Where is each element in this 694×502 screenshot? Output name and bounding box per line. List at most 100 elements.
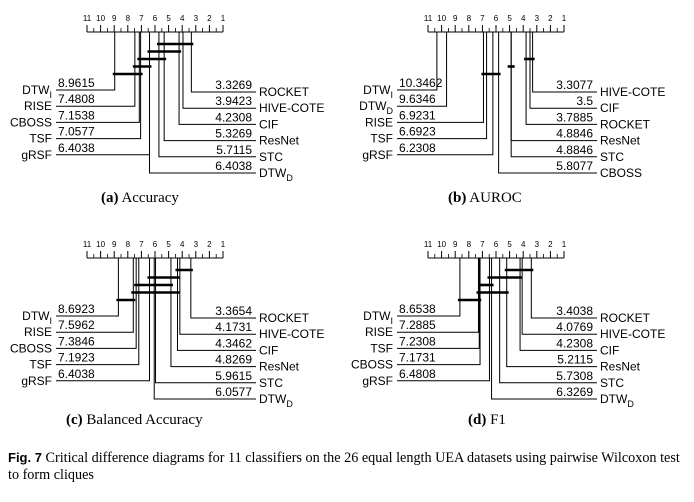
axis-tick-label: 7 <box>139 240 144 249</box>
rank-connector <box>397 32 484 123</box>
rank-value: 6.0577 <box>215 385 252 399</box>
rank-connector <box>56 258 137 349</box>
rank-connector <box>491 258 597 400</box>
axis-tick-label: 8 <box>126 14 131 23</box>
classifier-label: RISE <box>365 115 393 129</box>
classifier-label: DTWI <box>363 309 393 326</box>
rank-value: 3.3269 <box>215 78 252 92</box>
caption-b: (b) AUROC <box>448 190 522 207</box>
rank-connector <box>397 258 490 382</box>
figure-caption-text: Critical difference diagrams for 11 clas… <box>8 450 680 483</box>
rank-value: 6.4038 <box>215 159 252 173</box>
rank-value: 5.7115 <box>216 143 252 157</box>
rank-connector <box>397 258 479 333</box>
rank-value: 4.2308 <box>556 336 593 350</box>
caption-c-letter: (c) <box>66 412 83 428</box>
axis-tick-label: 2 <box>548 240 553 249</box>
caption-b-letter: (b) <box>448 190 467 206</box>
axis-tick-label: 6 <box>153 14 158 23</box>
classifier-label: gRSF <box>362 374 393 388</box>
rank-connector <box>56 258 119 317</box>
rank-value: 5.7308 <box>556 369 593 383</box>
axis-tick-label: 8 <box>467 240 472 249</box>
rank-value: 4.2308 <box>215 110 252 124</box>
rank-value: 9.6346 <box>399 92 436 106</box>
rank-value: 5.3269 <box>215 127 252 141</box>
rank-value: 3.4038 <box>556 304 593 318</box>
rank-value: 7.1731 <box>399 351 436 365</box>
classifier-label: TSF <box>29 358 52 372</box>
rank-connector <box>499 258 597 384</box>
caption-d: (d) F1 <box>468 412 506 429</box>
rank-value: 5.8077 <box>556 159 593 173</box>
axis-tick-label: 3 <box>535 240 540 249</box>
axis-tick-label: 4 <box>521 14 526 23</box>
axis-tick-label: 9 <box>453 240 458 249</box>
classifier-label: DTWD <box>600 392 634 409</box>
rank-connector <box>530 258 597 319</box>
caption-b-metric: AUROC <box>469 190 522 206</box>
rank-connector <box>498 32 597 174</box>
rank-value: 5.2115 <box>557 353 593 367</box>
classifier-label: STC <box>259 376 283 390</box>
classifier-label: ROCKET <box>600 311 651 325</box>
rank-connector <box>529 32 597 109</box>
axis-tick-label: 11 <box>83 14 92 23</box>
rank-value: 7.4808 <box>58 92 95 106</box>
axis-tick-label: 3 <box>194 14 199 23</box>
rank-value: 8.9615 <box>58 76 95 90</box>
axis-tick-label: 10 <box>96 240 105 249</box>
rank-value: 7.5962 <box>58 318 95 332</box>
rank-value: 3.3077 <box>556 78 593 92</box>
cd-panel-d: 11 10 9 8 7 6 5 4 3 2 1 DTWI 8.6538 RISE 7.2885 TSF 7.23… <box>351 240 665 409</box>
rank-value: 4.3462 <box>215 336 252 350</box>
axis-tick-label: 1 <box>221 240 226 249</box>
rank-connector <box>525 32 597 125</box>
caption-c-metric: Balanced Accuracy <box>86 412 203 428</box>
classifier-label: ResNet <box>259 360 300 374</box>
rank-value: 4.0769 <box>556 320 593 334</box>
rank-connector <box>178 32 256 125</box>
rank-value: 7.1538 <box>58 108 95 122</box>
classifier-label: HIVE-COTE <box>259 101 324 115</box>
axis-tick-label: 9 <box>112 14 117 23</box>
rank-value: 6.4038 <box>58 367 95 381</box>
classifier-label: RISE <box>24 325 52 339</box>
rank-connector <box>149 32 256 174</box>
axis-tick-label: 3 <box>194 240 199 249</box>
axis-tick-label: 11 <box>424 14 433 23</box>
classifier-label: CBOSS <box>10 115 52 129</box>
classifier-label: DTWI <box>363 83 393 100</box>
axis-tick-label: 6 <box>494 240 499 249</box>
rank-value: 3.3654 <box>215 304 252 318</box>
axis-tick-label: 4 <box>180 240 185 249</box>
rank-connector <box>153 258 256 400</box>
rank-connector <box>56 32 140 123</box>
rank-value: 3.7885 <box>556 110 593 124</box>
classifier-label: HIVE-COTE <box>259 327 324 341</box>
rank-value: 8.6538 <box>399 302 436 316</box>
classifier-label: ResNet <box>259 134 300 148</box>
classifier-label: CIF <box>259 117 278 131</box>
rank-connector <box>397 258 480 349</box>
axis-tick-label: 2 <box>207 240 212 249</box>
classifier-label: CIF <box>259 343 278 357</box>
rank-connector <box>158 32 256 158</box>
axis-tick-label: 1 <box>562 14 567 23</box>
rank-connector <box>155 258 256 384</box>
classifier-label: HIVE-COTE <box>600 327 665 341</box>
classifier-label: gRSF <box>21 148 52 162</box>
classifier-label: DTWD <box>259 166 293 183</box>
axis-tick-label: 4 <box>180 14 185 23</box>
classifier-label: HIVE-COTE <box>600 85 665 99</box>
cd-panel-c: 11 10 9 8 7 6 5 4 3 2 1 DTWI 8.6923 RISE 7.5962 CBOSS 7.… <box>10 240 324 409</box>
axis-tick-label: 5 <box>166 14 171 23</box>
axis-tick-label: 10 <box>437 14 446 23</box>
classifier-label: TSF <box>370 132 393 146</box>
figure-caption-label: Fig. 7 <box>8 450 42 465</box>
axis-tick-label: 7 <box>480 14 485 23</box>
axis-tick-label: 6 <box>494 14 499 23</box>
rank-connector <box>56 258 151 382</box>
rank-connector <box>532 32 597 93</box>
